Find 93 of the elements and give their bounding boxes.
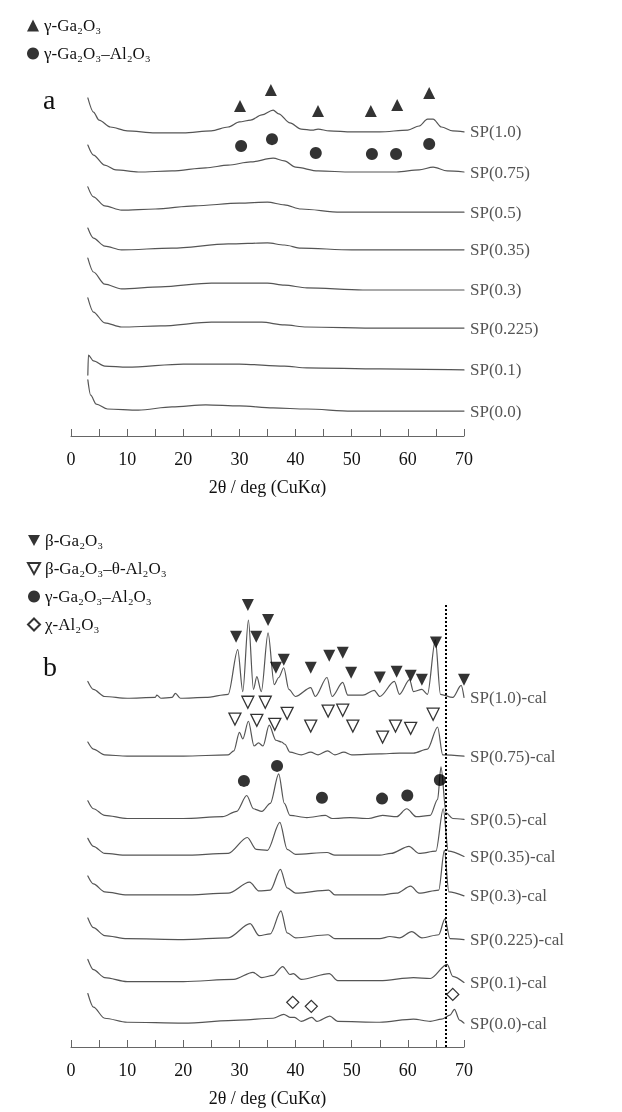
x-tick-label: 70 (455, 449, 473, 469)
point (415, 673, 428, 686)
series-label: SP(0.5)-cal (470, 809, 548, 829)
x-tick-label: 50 (342, 449, 361, 469)
point (268, 717, 282, 731)
series-label: SP(0.225) (470, 318, 539, 338)
series-label: SP(0.35)-cal (470, 847, 556, 866)
legend-label: γ-Ga₂O₃–Al₂O₃ (43, 44, 151, 63)
point (376, 792, 389, 805)
point (237, 774, 250, 787)
x-tick-label: 70 (455, 1060, 473, 1080)
point (336, 646, 349, 659)
point (250, 713, 264, 728)
legend-label: β-Ga₂O₃ (45, 531, 104, 550)
series-label: SP(0.75)-cal (470, 746, 556, 766)
point (286, 995, 300, 1010)
x-tick-label: 30 (230, 1060, 249, 1080)
x-tick-label: 20 (174, 1060, 193, 1080)
point (390, 665, 403, 678)
x-tick-label: 20 (174, 449, 193, 469)
point (262, 614, 275, 627)
point (258, 695, 272, 709)
point (235, 140, 248, 153)
point (323, 649, 336, 662)
point (364, 105, 377, 118)
text: b (43, 650, 57, 682)
point (375, 730, 390, 744)
point (423, 87, 436, 100)
point (423, 137, 436, 150)
chart-title: a (43, 83, 56, 115)
legend-label: β-Ga₂O₃–θ-Al₂O₃ (45, 559, 167, 578)
x-tick-label: 60 (398, 449, 417, 469)
point (250, 630, 263, 643)
legend-label: γ-Ga₂O₃–Al₂O₃ (44, 587, 152, 606)
series-label: SP(0.1) (470, 360, 522, 380)
point (426, 707, 440, 721)
point (345, 666, 358, 679)
point (388, 719, 403, 733)
point (315, 791, 328, 804)
point (458, 673, 470, 686)
point (228, 712, 242, 726)
legend-label: γ-Ga₂O₃ (43, 16, 102, 35)
point (304, 999, 318, 1013)
point (429, 636, 442, 649)
point (271, 759, 284, 772)
point (373, 671, 386, 684)
point (309, 146, 322, 159)
x-tick-label: 60 (398, 1060, 417, 1080)
point (390, 148, 403, 161)
point (391, 98, 404, 111)
series-label: SP(0.3)-cal (470, 886, 548, 906)
series-label: SP(0.0)-cal (470, 1013, 548, 1033)
series-label: SP(1.0) (470, 122, 522, 142)
point (346, 719, 360, 733)
point (304, 661, 317, 674)
point (321, 704, 335, 718)
point (264, 84, 277, 96)
series-label: SP(0.5) (470, 202, 522, 222)
series-label: SP(1.0)-cal (470, 687, 548, 707)
point (304, 719, 318, 733)
legend-label: χ-Al₂O₃ (44, 615, 100, 634)
series-label: SP(0.3) (470, 280, 522, 300)
point (266, 133, 278, 146)
x-tick-label: 50 (342, 1060, 361, 1080)
point (401, 789, 414, 802)
point (277, 653, 290, 666)
x-tick-label: 0 (66, 449, 76, 469)
series-label: SP(0.35) (470, 240, 530, 260)
point (404, 721, 418, 735)
point (233, 99, 246, 112)
point (312, 105, 325, 118)
series-label: SP(0.0) (470, 401, 522, 421)
x-tick-label: 10 (118, 1060, 137, 1080)
point (241, 695, 255, 709)
point (280, 706, 294, 720)
series-label: SP(0.1)-cal (470, 972, 548, 992)
x-axis-title: 2θ / deg (CuKα) (208, 1088, 327, 1109)
point (404, 669, 417, 682)
series-label: SP(0.225)-cal (470, 930, 565, 950)
x-tick-label: 0 (66, 1060, 76, 1080)
series-label: SP(0.75) (470, 162, 530, 182)
point (365, 148, 378, 161)
point (446, 987, 460, 1002)
point (230, 630, 243, 643)
point (269, 661, 282, 674)
x-axis-title: 2θ / deg (CuKα) (208, 477, 327, 498)
x-tick-label: 40 (286, 449, 305, 469)
x-tick-label: 30 (230, 449, 249, 469)
x-tick-label: 10 (118, 449, 137, 469)
point (336, 703, 350, 717)
point (241, 599, 254, 611)
x-tick-label: 40 (286, 1060, 305, 1080)
point (433, 774, 446, 787)
